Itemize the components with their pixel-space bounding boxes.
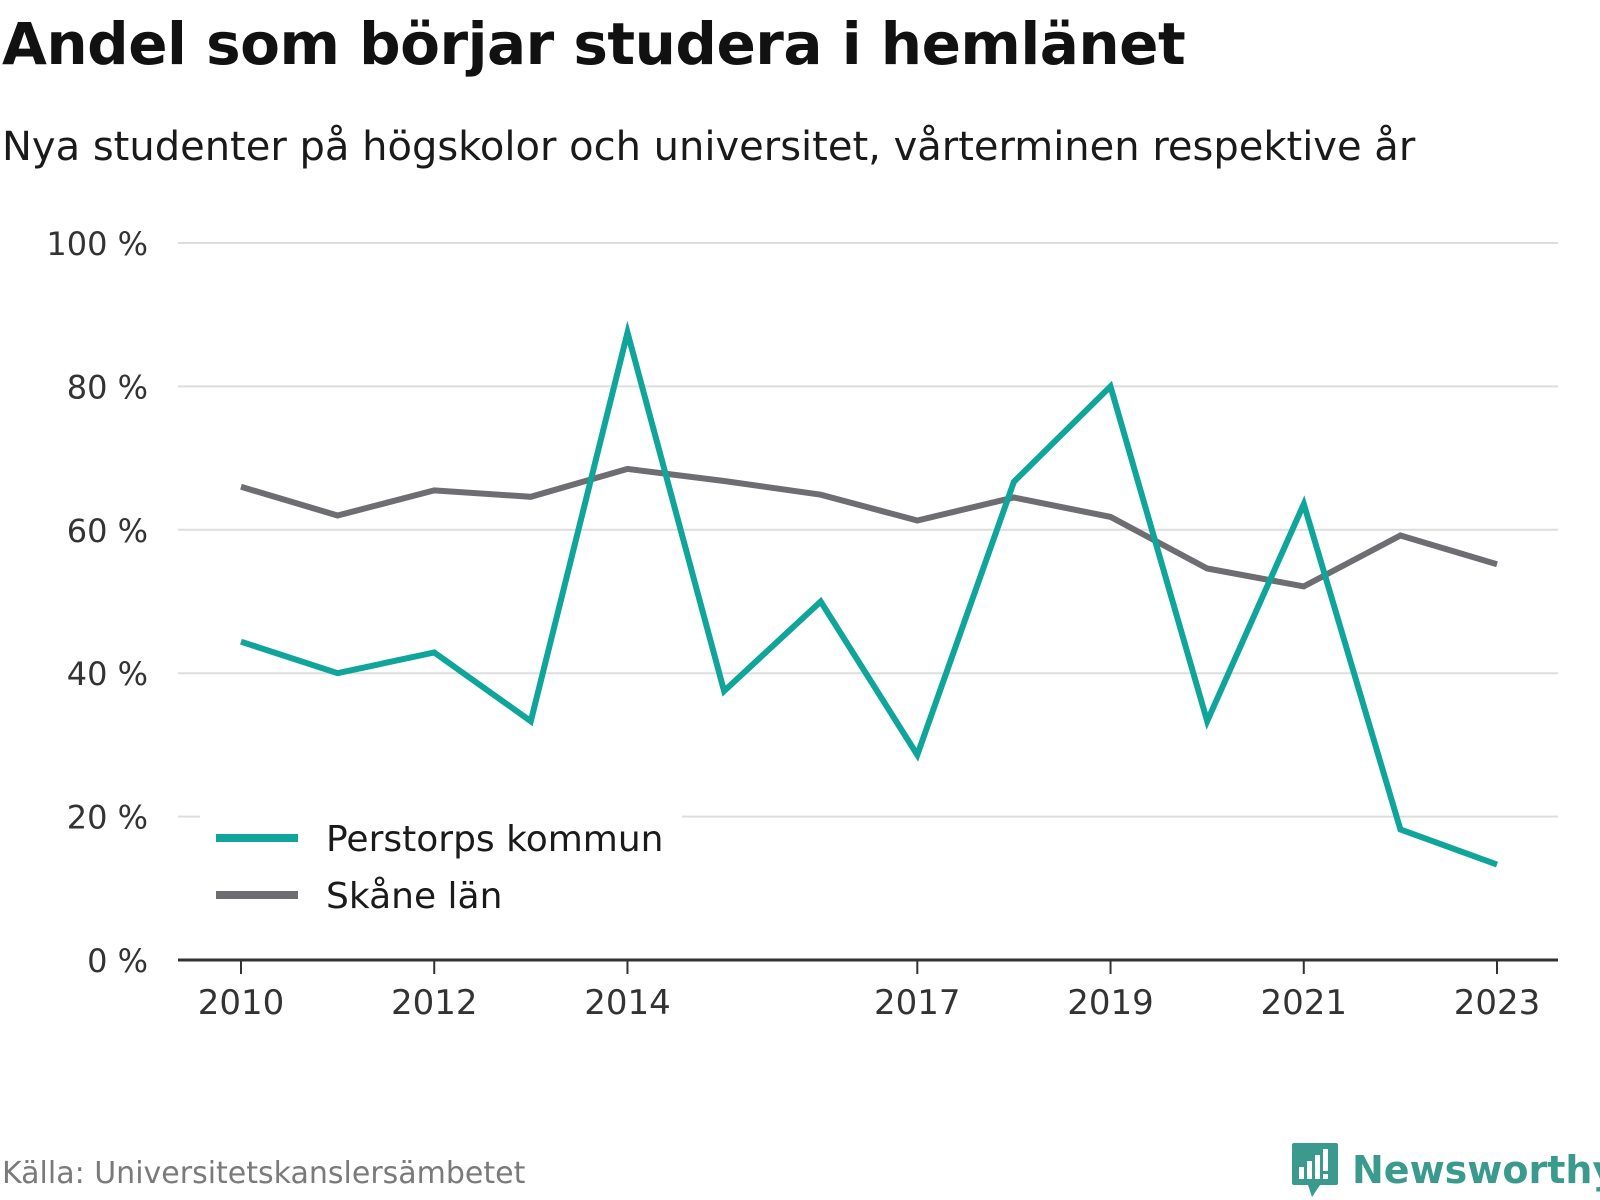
legend-label: Skåne län (326, 876, 502, 917)
y-tick-label: 20 % (67, 799, 148, 837)
chart-subtitle: Nya studenter på högskolor och universit… (2, 124, 1416, 170)
legend-label: Perstorps kommun (326, 819, 663, 860)
brand-logo: Newsworthy (1290, 1140, 1600, 1200)
y-tick-label: 60 % (67, 512, 148, 550)
x-tick-label: 2023 (1454, 983, 1541, 1023)
x-tick-label: 2010 (198, 983, 285, 1023)
series-line (240, 320, 1499, 868)
x-axis: 2010 2012 2014 2017 2019 2021 2023 (178, 958, 1558, 1023)
legend-background (200, 812, 682, 924)
source-note: Källa: Universitetskanslersämbetet (2, 1156, 526, 1191)
y-tick-label: 40 % (67, 655, 148, 693)
y-tick-label: 0 % (87, 942, 148, 980)
y-tick-label: 100 % (46, 225, 148, 263)
chart-title: Andel som börjar studera i hemlänet (2, 10, 1186, 78)
y-axis-ticks: 0 % 20 % 40 % 60 % 80 % 100 % (46, 225, 148, 980)
series-lines (200, 320, 1499, 924)
newsworthy-chart-bubble-icon (1292, 1143, 1338, 1197)
x-tick-label: 2012 (391, 983, 478, 1023)
legend: Perstorps kommun Skåne län (216, 819, 663, 917)
x-tick-label: 2021 (1261, 983, 1348, 1023)
series-line (240, 465, 1498, 590)
grid-lines (178, 242, 1558, 818)
x-tick-label: 2019 (1067, 983, 1154, 1023)
x-tick-label: 2017 (874, 983, 961, 1023)
line-chart: 0 %20 %40 %60 %80 %100 % 2010 2012 2014 201… (46, 225, 1558, 1023)
brand-name: Newsworthy (1352, 1148, 1600, 1192)
x-tick-label: 2014 (584, 983, 671, 1023)
y-tick-label: 80 % (67, 368, 148, 406)
